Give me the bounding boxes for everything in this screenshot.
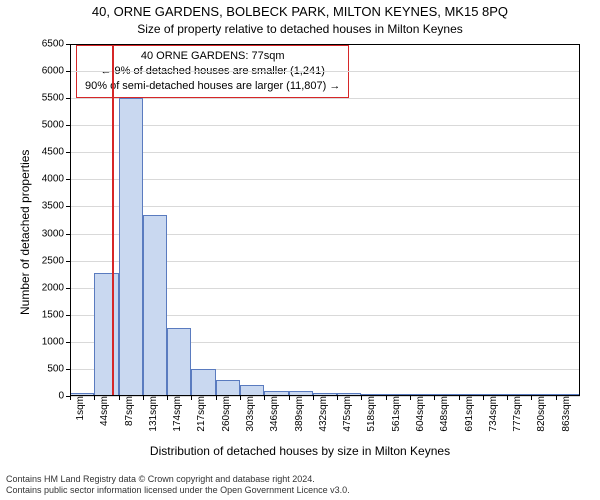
footer-attribution: Contains HM Land Registry data © Crown c… [6, 474, 594, 497]
ytick-label: 0 [58, 391, 70, 402]
ytick-label: 2500 [42, 255, 70, 266]
x-axis-label: Distribution of detached houses by size … [0, 444, 600, 458]
ytick-label: 500 [47, 363, 70, 374]
xtick-label: 87sqm [122, 396, 135, 426]
xtick-mark [167, 396, 168, 400]
ytick-label: 3500 [42, 201, 70, 212]
xtick-mark [94, 396, 95, 400]
ytick-label: 1500 [42, 309, 70, 320]
xtick-label: 475sqm [340, 396, 353, 432]
xtick-mark [216, 396, 217, 400]
ytick-label: 6500 [42, 39, 70, 50]
ytick-label: 4500 [42, 147, 70, 158]
xtick-mark [313, 396, 314, 400]
xtick-mark [556, 396, 557, 400]
xtick-mark [191, 396, 192, 400]
ytick-label: 6000 [42, 66, 70, 77]
xtick-mark [361, 396, 362, 400]
xtick-label: 432sqm [316, 396, 329, 432]
xtick-label: 648sqm [437, 396, 450, 432]
chart-title-main: 40, ORNE GARDENS, BOLBECK PARK, MILTON K… [0, 4, 600, 19]
footer-line-1: Contains HM Land Registry data © Crown c… [6, 474, 594, 485]
xtick-mark [483, 396, 484, 400]
xtick-label: 174sqm [170, 396, 183, 432]
xtick-mark [507, 396, 508, 400]
ytick-label: 5500 [42, 93, 70, 104]
xtick-mark [240, 396, 241, 400]
xtick-label: 44sqm [97, 396, 110, 426]
xtick-label: 604sqm [413, 396, 426, 432]
xtick-label: 389sqm [292, 396, 305, 432]
xtick-label: 346sqm [267, 396, 280, 432]
xtick-mark [531, 396, 532, 400]
xtick-label: 518sqm [364, 396, 377, 432]
xtick-label: 777sqm [510, 396, 523, 432]
xtick-label: 863sqm [559, 396, 572, 432]
chart-wrap: { "chart": { "type": "histogram", "title… [0, 0, 600, 500]
plot-border [70, 44, 580, 396]
xtick-mark [386, 396, 387, 400]
ytick-label: 5000 [42, 120, 70, 131]
xtick-mark [264, 396, 265, 400]
xtick-label: 217sqm [194, 396, 207, 432]
xtick-label: 561sqm [389, 396, 402, 432]
footer-line-2: Contains public sector information licen… [6, 485, 594, 496]
xtick-label: 303sqm [243, 396, 256, 432]
xtick-mark [70, 396, 71, 400]
ytick-label: 3000 [42, 228, 70, 239]
xtick-mark [289, 396, 290, 400]
xtick-label: 1sqm [73, 396, 86, 420]
ytick-label: 2000 [42, 282, 70, 293]
xtick-mark [459, 396, 460, 400]
chart-title-sub: Size of property relative to detached ho… [0, 22, 600, 36]
xtick-mark [434, 396, 435, 400]
xtick-mark [410, 396, 411, 400]
y-axis-label: Number of detached properties [18, 150, 32, 315]
xtick-mark [119, 396, 120, 400]
xtick-label: 734sqm [486, 396, 499, 432]
xtick-mark [143, 396, 144, 400]
xtick-label: 260sqm [219, 396, 232, 432]
ytick-label: 1000 [42, 336, 70, 347]
xtick-label: 131sqm [146, 396, 159, 432]
xtick-label: 820sqm [534, 396, 547, 432]
plot-area: 0500100015002000250030003500400045005000… [70, 44, 580, 396]
xtick-label: 691sqm [462, 396, 475, 432]
xtick-mark [337, 396, 338, 400]
ytick-label: 4000 [42, 174, 70, 185]
